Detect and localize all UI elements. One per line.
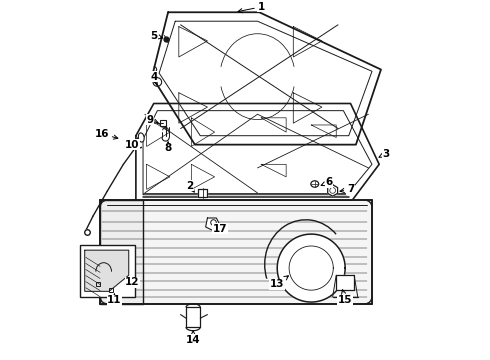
Polygon shape	[328, 185, 338, 196]
Polygon shape	[277, 234, 345, 302]
Text: 13: 13	[270, 276, 289, 289]
Text: 1: 1	[238, 2, 265, 13]
Polygon shape	[152, 12, 381, 145]
Text: 9: 9	[147, 114, 158, 125]
Text: 3: 3	[379, 149, 390, 159]
Text: 5: 5	[150, 31, 163, 41]
Text: 11: 11	[107, 294, 122, 305]
Text: 14: 14	[186, 331, 200, 345]
Polygon shape	[85, 250, 129, 291]
Polygon shape	[136, 104, 379, 200]
Text: 4: 4	[150, 72, 157, 85]
Text: 16: 16	[95, 129, 118, 139]
Text: 17: 17	[213, 224, 227, 234]
Text: 10: 10	[125, 140, 140, 150]
Polygon shape	[198, 189, 207, 197]
Text: 7: 7	[340, 184, 354, 194]
Ellipse shape	[138, 133, 144, 142]
Polygon shape	[336, 275, 354, 289]
Text: 12: 12	[125, 278, 140, 287]
Polygon shape	[100, 200, 143, 304]
Ellipse shape	[311, 181, 319, 187]
Text: 2: 2	[186, 181, 194, 192]
Polygon shape	[206, 218, 220, 230]
Text: 6: 6	[321, 177, 333, 187]
FancyBboxPatch shape	[80, 245, 135, 297]
Polygon shape	[186, 307, 200, 327]
Text: 15: 15	[338, 290, 352, 305]
Text: 8: 8	[165, 142, 172, 153]
Polygon shape	[100, 200, 372, 304]
